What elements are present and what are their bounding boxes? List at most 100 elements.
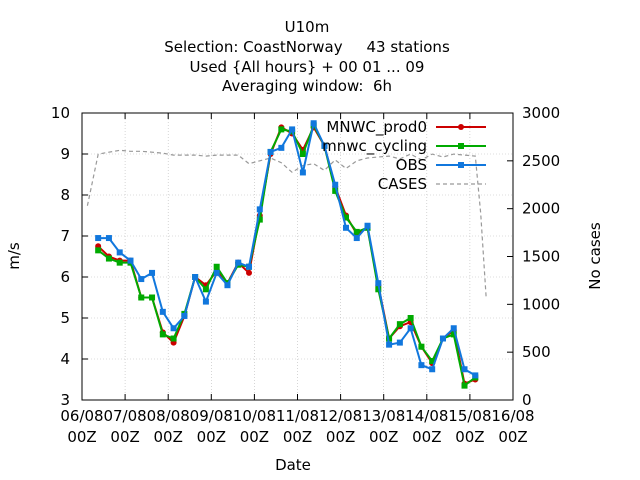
data-point: [116, 249, 123, 256]
data-point: [353, 228, 360, 235]
x-tick-label-hour: 00Z: [412, 428, 441, 446]
y-tick-label: 4: [60, 350, 70, 368]
data-point: [450, 331, 457, 338]
chart-title: U10m Selection: CoastNorway 43 stations …: [164, 18, 450, 95]
legend-label: MNWC_prod0: [326, 118, 427, 137]
cases-line: [86, 149, 487, 297]
data-point: [321, 142, 328, 149]
y2-tick-label: 1500: [522, 248, 560, 266]
title-line-2: Selection: CoastNorway 43 stations: [164, 38, 450, 56]
data-point: [202, 298, 209, 305]
data-point: [127, 257, 134, 264]
data-point: [396, 321, 403, 328]
cases-layer: [86, 149, 487, 297]
data-point: [461, 382, 468, 389]
data-point: [461, 366, 468, 373]
y2-axis-label: No cases: [586, 222, 604, 290]
data-point: [299, 151, 306, 157]
x-tick-label-date: 11/08: [276, 407, 319, 425]
y-axis-label: m/s: [5, 242, 23, 270]
x-tick-label-hour: 00Z: [369, 428, 398, 446]
y2-tick-label: 3000: [522, 104, 560, 122]
data-point: [375, 286, 382, 293]
x-tick-label-hour: 00Z: [326, 428, 355, 446]
y2-tick-label: 500: [522, 343, 551, 361]
data-point: [386, 341, 393, 348]
data-point: [105, 255, 112, 262]
x-tick-label-hour: 00Z: [498, 428, 527, 446]
data-point: [170, 335, 177, 342]
data-point: [235, 259, 242, 266]
data-point: [149, 269, 156, 276]
series-layer: [95, 120, 479, 389]
series-line-mnwc_cycling: [97, 122, 476, 388]
data-point: [375, 280, 382, 287]
x-tick-label-date: 12/08: [319, 407, 362, 425]
y-tick-label: 8: [60, 186, 70, 204]
data-point: [159, 308, 166, 315]
y2-tick-label: 0: [522, 391, 532, 409]
legend-label: CASES: [378, 175, 427, 193]
data-point: [224, 282, 231, 289]
x-tick-label-date: 10/08: [233, 407, 276, 425]
x-tick-label-date: 15/08: [448, 407, 491, 425]
data-point: [95, 247, 102, 254]
legend-marker: [458, 143, 464, 149]
x-tick-label-hour: 00Z: [240, 428, 269, 446]
y-tick-label: 3: [60, 391, 70, 409]
data-point: [278, 144, 285, 151]
data-point: [396, 339, 403, 346]
data-point: [418, 343, 425, 350]
y2-tick-label: 2000: [522, 200, 560, 218]
data-point: [450, 325, 457, 332]
data-point: [364, 222, 371, 229]
x-tick-label-hour: 00Z: [154, 428, 183, 446]
title-line-4: Averaging window: 6h: [222, 77, 392, 95]
x-tick-label-hour: 00Z: [197, 428, 226, 446]
data-point: [267, 148, 274, 155]
x-tick-label-date: 09/08: [190, 407, 233, 425]
data-point: [95, 235, 102, 242]
data-point: [246, 269, 253, 276]
data-point: [289, 126, 296, 133]
data-point: [105, 235, 112, 242]
data-point: [342, 214, 349, 221]
data-point: [256, 206, 263, 213]
data-point: [429, 366, 436, 373]
y-tick-label: 6: [60, 268, 70, 286]
legend-label: mnwc_cycling: [322, 137, 427, 156]
x-tick-label-date: 07/08: [103, 407, 146, 425]
data-point: [170, 325, 177, 332]
y-tick-label: 5: [60, 309, 70, 327]
y-tick-label: 7: [60, 227, 70, 245]
y-tick-label: 10: [51, 104, 70, 122]
data-point: [332, 187, 339, 194]
y-tick-label: 9: [60, 145, 70, 163]
data-point: [159, 331, 166, 338]
x-tick-label-date: 16/08: [491, 407, 534, 425]
x-tick-label-date: 06/08: [60, 407, 103, 425]
data-point: [138, 294, 145, 301]
x-tick-label-hour: 00Z: [110, 428, 139, 446]
data-point: [310, 120, 317, 127]
legend-label: OBS: [396, 156, 427, 174]
data-point: [299, 169, 306, 176]
x-tick-label-date: 08/08: [147, 407, 190, 425]
axes: 06/08 00Z 07/08 00Z 08/08 00Z 09/08 00Z 10/08 00Z…: [51, 104, 560, 446]
legend-marker: [458, 124, 464, 130]
x-tick-label-date: 14/08: [405, 407, 448, 425]
data-point: [386, 335, 393, 342]
x-tick-label-hour: 00Z: [283, 428, 312, 446]
x-tick-label-hour: 00Z: [455, 428, 484, 446]
data-point: [116, 259, 123, 266]
y2-tick-label: 2500: [522, 152, 560, 170]
data-point: [472, 372, 479, 379]
legend-marker: [458, 162, 464, 168]
data-point: [332, 181, 339, 188]
data-point: [353, 235, 360, 242]
data-point: [342, 224, 349, 231]
x-tick-label-date: 13/08: [362, 407, 405, 425]
data-point: [256, 216, 263, 223]
